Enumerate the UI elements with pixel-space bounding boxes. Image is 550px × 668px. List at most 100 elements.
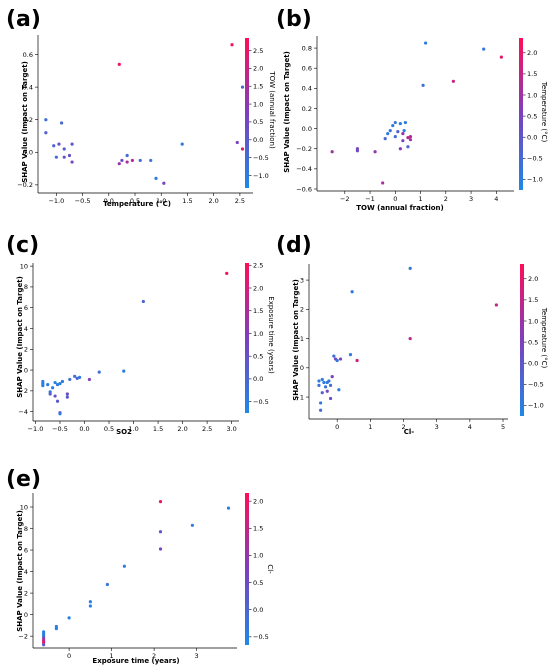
x-tick-label: 2.0 <box>208 197 218 205</box>
data-point <box>52 144 56 148</box>
y-tick-label: 8 <box>24 525 28 533</box>
data-point <box>328 383 333 387</box>
data-point <box>317 383 321 387</box>
data-point <box>62 155 66 159</box>
data-point <box>57 142 61 146</box>
colorbar-tick-label: 1.0 <box>528 317 538 325</box>
data-point <box>406 136 410 140</box>
x-tick-label: 2 <box>152 652 156 660</box>
y-tick-label: −0.4 <box>296 165 312 173</box>
y-tick-label: 10 <box>20 503 28 511</box>
colorbar-tick-label: 1.5 <box>253 83 263 91</box>
data-point <box>317 379 321 383</box>
x-tick-label: 3 <box>435 423 439 431</box>
colorbar-tick-label: 2.0 <box>253 497 263 505</box>
colorbar-tick-label: 0.0 <box>253 606 263 614</box>
data-point <box>240 85 245 89</box>
x-tick-label: −2 <box>340 195 350 203</box>
y-tick-label: 8 <box>24 283 28 291</box>
data-point <box>398 121 402 126</box>
y-tick-label: −2 <box>18 387 28 395</box>
x-tick-label: −0.5 <box>75 197 91 205</box>
data-point <box>154 176 158 180</box>
data-point <box>42 630 46 634</box>
data-point <box>122 369 126 373</box>
x-axis-label-a: Temperature (°C) <box>103 200 171 208</box>
y-tick-label: 0.4 <box>23 83 33 91</box>
data-point <box>60 379 65 384</box>
data-point <box>335 358 339 363</box>
x-tick-label: 1 <box>110 652 114 660</box>
data-point <box>355 149 360 153</box>
colorbar-tick-label: 0.5 <box>253 352 263 360</box>
data-point <box>320 377 324 382</box>
panel-b: (b) −2 −1 0 1 2 3 4 −0.6 −0.4 −0.2 0.0 0.2 0.4 0.6 0.8… <box>276 7 548 212</box>
x-tick-label: 2.5 <box>235 197 245 205</box>
data-point <box>235 140 239 145</box>
colorbar-tick-label: −1.0 <box>527 176 543 184</box>
data-point <box>141 299 145 304</box>
panel-letter-b: (b) <box>276 7 312 32</box>
colorbar <box>520 264 524 416</box>
colorbar-tick-label: 0.0 <box>528 360 538 368</box>
colorbar-label-a: TOW (annual fraction) <box>268 70 276 149</box>
data-point <box>70 142 74 146</box>
y-axis-label-e: SHAP Value (Impact on Target) <box>16 510 24 632</box>
colorbar-tick-label: −1.0 <box>528 402 544 410</box>
x-tick-label: 2 <box>401 423 405 431</box>
colorbar-tick-label: 1.5 <box>253 307 263 315</box>
data-point <box>350 290 354 294</box>
data-point <box>77 375 82 379</box>
data-point <box>41 384 45 388</box>
colorbar-tick-label: −0.5 <box>528 381 544 389</box>
y-tick-label: 3 <box>300 276 304 284</box>
colorbar-label-e: Cl- <box>266 564 274 574</box>
colorbar-tick-label: 0.5 <box>253 579 263 587</box>
data-point <box>381 181 385 185</box>
colorbar-tick-label: 2.5 <box>253 47 263 55</box>
x-tick-label: 4 <box>494 195 498 203</box>
data-point <box>226 506 231 510</box>
y-tick-label: −0.6 <box>296 185 312 193</box>
data-point <box>355 358 359 363</box>
data-point <box>190 523 194 527</box>
data-point <box>158 500 163 504</box>
colorbar-tick-label: 1.0 <box>527 91 537 99</box>
colorbar <box>519 38 523 190</box>
data-point <box>421 83 425 87</box>
data-point <box>327 379 331 383</box>
data-point <box>337 388 341 392</box>
data-point <box>53 380 57 385</box>
data-point <box>322 380 326 385</box>
y-axis-label-c: SHAP Value (Impact on Target) <box>16 276 24 398</box>
data-point <box>105 582 109 587</box>
x-axis-label-b: TOW (annual fraction) <box>356 204 443 212</box>
colorbar-tick-label: 1.0 <box>253 552 263 560</box>
y-tick-label: −4 <box>18 408 28 416</box>
y-axis-label-d: SHAP Value (Impact on Target) <box>292 279 300 401</box>
data-point <box>130 158 134 163</box>
data-point <box>451 79 455 83</box>
colorbar-tick-label: −1.0 <box>253 172 269 180</box>
y-tick-label: 0.0 <box>302 125 312 133</box>
data-point <box>338 357 343 361</box>
x-tick-label: 0 <box>67 652 71 660</box>
x-tick-label: 2.5 <box>202 425 212 433</box>
data-point <box>158 547 163 551</box>
colorbar <box>245 263 249 413</box>
data-point <box>408 336 412 341</box>
data-point <box>162 181 166 185</box>
data-point <box>46 383 50 387</box>
data-point <box>319 401 323 405</box>
y-tick-label: 2 <box>24 346 28 354</box>
data-point <box>55 383 60 387</box>
data-point <box>67 616 71 620</box>
x-axis-label-d: Cl- <box>404 428 415 436</box>
colorbar-tick-label: 1.5 <box>528 296 538 304</box>
data-point <box>58 412 62 416</box>
data-point <box>87 377 92 382</box>
y-tick-label: 0 <box>300 364 304 372</box>
x-tick-label: 5 <box>501 423 505 431</box>
data-point <box>406 145 410 149</box>
data-point <box>240 147 245 151</box>
